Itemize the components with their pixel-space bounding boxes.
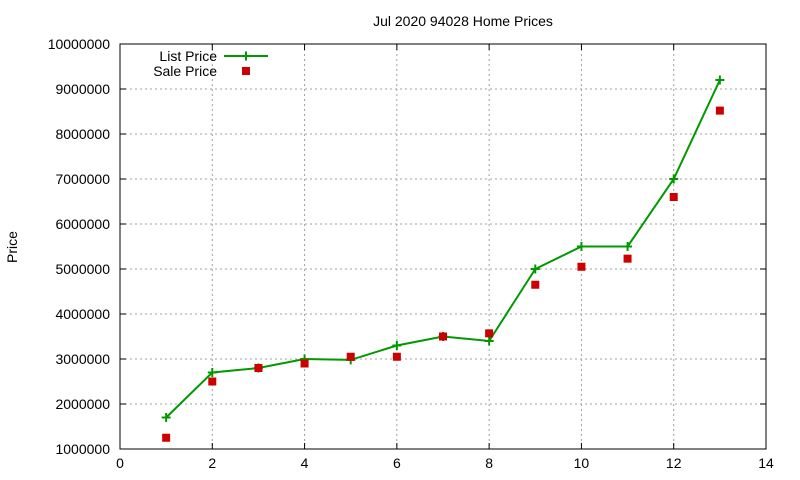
- sale-price-point: [623, 254, 632, 263]
- list-price-point: [715, 75, 725, 85]
- y-tick-label: 4000000: [55, 306, 110, 322]
- y-tick-label: 1000000: [55, 441, 110, 457]
- series-layer: [161, 75, 725, 442]
- legend-plus-swatch: [241, 51, 251, 61]
- sale-price-point: [715, 106, 724, 115]
- list-price-point: [484, 336, 494, 346]
- sale-price-point: [577, 262, 586, 271]
- chart-title: Jul 2020 94028 Home Prices: [373, 13, 553, 29]
- list-price-line: [165, 79, 721, 419]
- list-price-point: [669, 174, 679, 184]
- y-tick-label: 3000000: [55, 351, 110, 367]
- axis-ticks: 0 2 4 6 8 10 12 14 1000000 2000000 3000000 4000000 5…: [48, 36, 774, 471]
- series-1: [161, 75, 725, 422]
- list-price-point: [161, 413, 171, 422]
- y-tick-label: 9000000: [55, 81, 110, 97]
- sale-price-point: [208, 377, 217, 386]
- sale-price-point: [392, 352, 401, 361]
- legend-label: Sale Price: [153, 63, 217, 79]
- grid: [120, 44, 766, 449]
- y-tick-label: 5000000: [55, 261, 110, 277]
- x-tick-label: 12: [666, 455, 682, 471]
- sale-price-point: [346, 352, 355, 361]
- y-tick-label: 7000000: [55, 171, 110, 187]
- y-tick-label: 8000000: [55, 126, 110, 142]
- list-price-point: [623, 242, 633, 251]
- x-tick-label: 8: [485, 455, 493, 471]
- x-tick-label: 0: [116, 455, 124, 471]
- x-tick-label: 6: [393, 455, 401, 471]
- y-tick-label: 10000000: [48, 36, 111, 52]
- plot-frame: [119, 43, 767, 450]
- list-price-point: [207, 368, 217, 377]
- sale-price-point: [300, 359, 309, 368]
- list-price-point: [392, 341, 402, 350]
- x-tick-label: 14: [758, 455, 774, 471]
- sale-price-point: [439, 332, 447, 341]
- legend-square-swatch: [242, 67, 250, 75]
- sale-price-point: [485, 329, 494, 338]
- x-tick-label: 2: [208, 455, 216, 471]
- sale-price-point: [254, 364, 263, 372]
- series-2: [162, 106, 724, 442]
- x-tick-label: 10: [574, 455, 590, 471]
- y-tick-label: 2000000: [55, 396, 110, 412]
- list-price-point: [530, 264, 540, 274]
- x-tick-label: 4: [301, 455, 309, 471]
- y-tick-label: 6000000: [55, 216, 110, 232]
- legend-label: List Price: [159, 48, 217, 64]
- sale-price-point: [531, 280, 540, 289]
- sale-price-point: [162, 433, 171, 442]
- y-axis-label: Price: [4, 231, 20, 263]
- sale-price-point: [669, 193, 678, 201]
- list-price-point: [576, 242, 586, 251]
